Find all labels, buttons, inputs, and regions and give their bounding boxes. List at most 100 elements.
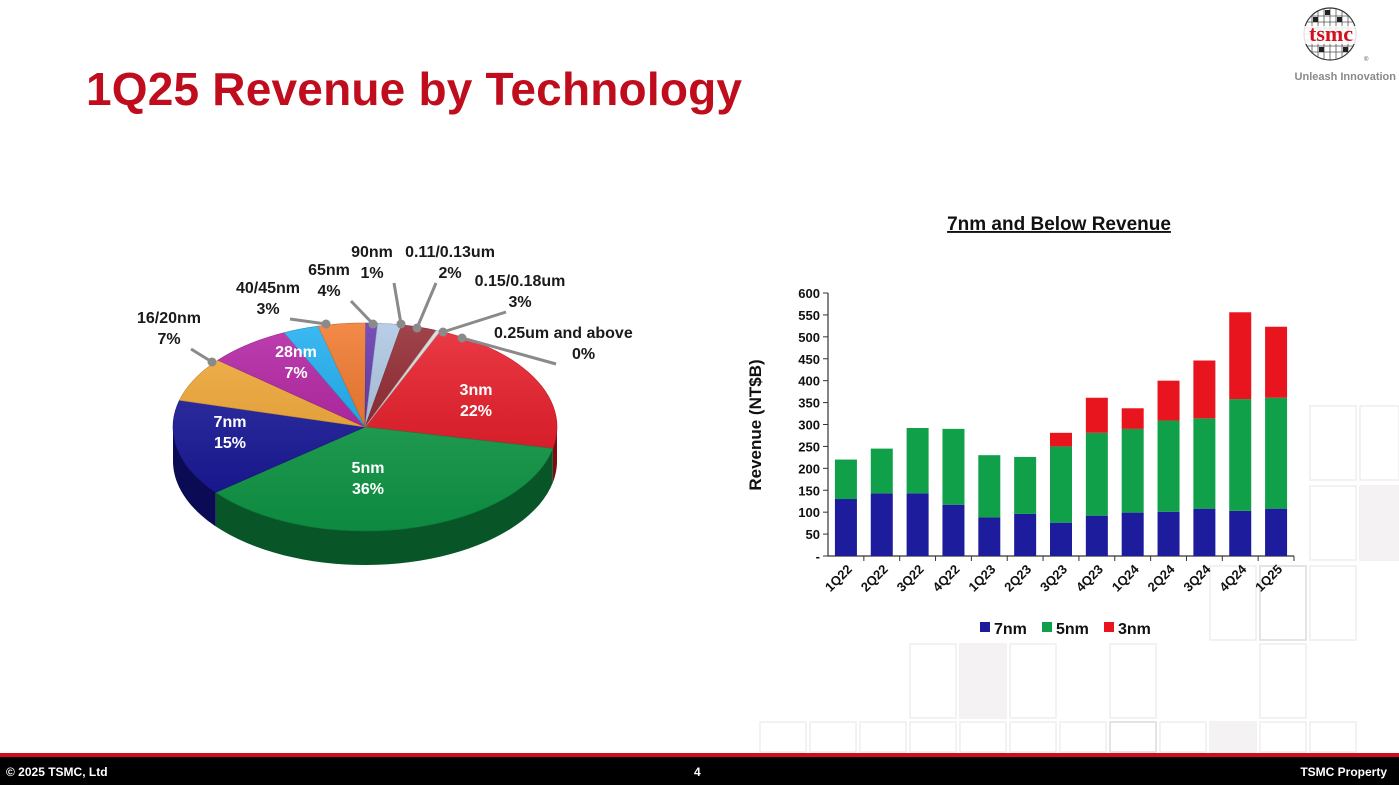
y-tick-label: 200 <box>798 461 820 476</box>
logo-wordmark: tsmc <box>1309 21 1353 46</box>
bar-5nm-4q22 <box>942 428 965 505</box>
bar-7nm-3q22 <box>906 493 929 556</box>
pie-gloss <box>173 323 557 531</box>
pie-label-16-20nm: 16/20nm 7% <box>137 310 217 367</box>
pie-label-40-45nm: 40/45nm 3% <box>236 280 331 329</box>
bar-3nm-1q24 <box>1121 408 1144 429</box>
svg-text:4%: 4% <box>317 283 340 300</box>
pie-label-90nm: 90nm 1% <box>351 244 406 329</box>
bar-7nm-3q24 <box>1193 508 1216 556</box>
svg-text:0.11/0.13um: 0.11/0.13um <box>405 244 495 261</box>
bar-3nm-4q23 <box>1085 397 1108 433</box>
svg-text:0.15/0.18um: 0.15/0.18um <box>475 273 566 290</box>
x-tick-label: 4Q24 <box>1216 561 1250 595</box>
svg-text:3%: 3% <box>256 301 279 318</box>
y-tick-label: 600 <box>798 286 820 301</box>
tsmc-wafer-logo-icon: tsmc ® <box>1292 7 1370 63</box>
pie-side-7nm <box>173 427 216 527</box>
footer-bar: © 2025 TSMC, Ltd 4 TSMC Property <box>0 757 1399 785</box>
bar-7nm-4q23 <box>1085 515 1108 556</box>
svg-text:7nm: 7nm <box>994 621 1027 638</box>
y-tick-label: - <box>816 549 820 564</box>
technology-pie-chart: 3nm22%5nm36%7nm15%16/20nm7%28nm7%40/45nm… <box>137 244 633 565</box>
bar-7nm-3q23 <box>1050 522 1072 556</box>
slide-title: 1Q25 Revenue by Technology <box>86 63 743 115</box>
pie-side-3nm <box>552 427 557 483</box>
bar-3nm-2q24 <box>1157 380 1180 421</box>
bar-7nm-2q23 <box>1014 513 1037 556</box>
bar-3nm-1q25 <box>1265 326 1288 398</box>
bar-5nm-3q23 <box>1050 446 1072 523</box>
svg-text:15%: 15% <box>214 435 246 452</box>
y-tick-label: 150 <box>798 483 820 498</box>
svg-text:5nm: 5nm <box>1056 621 1089 638</box>
bar-7nm-2q24 <box>1157 511 1180 556</box>
y-tick-label: 250 <box>798 439 820 454</box>
y-tick-label: 550 <box>798 308 820 323</box>
pie-label-0-25um-and-above: 0.25um and above 0% <box>457 325 633 366</box>
bar-7nm-4q24 <box>1229 510 1252 556</box>
svg-text:40/45nm: 40/45nm <box>236 280 300 297</box>
x-tick-label: 2Q23 <box>1001 562 1034 595</box>
bar-5nm-1q22 <box>834 459 857 500</box>
x-tick-label: 4Q22 <box>929 562 962 595</box>
bar-5nm-3q22 <box>906 428 929 494</box>
pie-side-5nm <box>215 448 553 565</box>
x-tick-label: 1Q25 <box>1252 562 1285 595</box>
svg-text:7nm: 7nm <box>214 414 247 431</box>
bar-5nm-3q24 <box>1193 418 1216 509</box>
y-tick-label: 300 <box>798 418 820 433</box>
svg-text:®: ® <box>1364 56 1369 63</box>
footer-copyright: © 2025 TSMC, Ltd <box>6 765 108 779</box>
pie-label-65nm: 65nm 4% <box>308 262 378 329</box>
footer-divider <box>0 753 1399 757</box>
x-tick-label: 1Q23 <box>965 562 998 595</box>
bar-3nm-3q23 <box>1050 432 1072 447</box>
bar-5nm-2q23 <box>1014 456 1037 514</box>
bar-7nm-1q23 <box>978 517 1001 556</box>
svg-text:1%: 1% <box>360 265 383 282</box>
bar-7nm-2q22 <box>870 493 893 556</box>
y-tick-label: 350 <box>798 396 820 411</box>
y-axis-label: Revenue (NT$B) <box>746 359 765 490</box>
bar-5nm-4q23 <box>1085 432 1108 516</box>
x-tick-label: 2Q22 <box>858 562 891 595</box>
svg-text:2%: 2% <box>438 265 461 282</box>
bar-7nm-1q22 <box>834 499 857 556</box>
page-number: 4 <box>694 765 701 779</box>
bar-3nm-3q24 <box>1193 360 1216 419</box>
svg-text:3%: 3% <box>508 294 531 311</box>
svg-text:7%: 7% <box>284 365 307 382</box>
bar-3nm-4q24 <box>1229 312 1252 400</box>
pie-label-0-11-0-13um: 0.11/0.13um 2% <box>405 244 495 333</box>
x-tick-label: 1Q22 <box>822 562 855 595</box>
x-tick-label: 3Q22 <box>894 562 927 595</box>
y-tick-label: 100 <box>798 505 820 520</box>
logo-tagline: Unleash Innovation <box>1294 71 1396 83</box>
bar-5nm-1q25 <box>1265 397 1288 509</box>
svg-text:3nm: 3nm <box>460 382 493 399</box>
bar-5nm-2q22 <box>870 448 893 494</box>
y-tick-label: 500 <box>798 330 820 345</box>
svg-text:90nm: 90nm <box>351 244 393 261</box>
x-tick-label: 4Q23 <box>1073 562 1106 595</box>
legend-item-7nm: 7nm <box>980 621 1027 638</box>
bar-7nm-1q25 <box>1265 508 1288 556</box>
svg-text:0%: 0% <box>572 346 595 363</box>
bar-5nm-2q24 <box>1157 420 1180 512</box>
y-tick-label: 400 <box>798 374 820 389</box>
x-tick-label: 1Q24 <box>1109 561 1143 595</box>
bar-7nm-4q22 <box>942 504 965 556</box>
x-tick-label: 2Q24 <box>1145 561 1179 595</box>
svg-text:0.25um and above: 0.25um and above <box>494 325 633 342</box>
svg-text:36%: 36% <box>352 481 384 498</box>
pie-label-0-15-0-18um: 0.15/0.18um 3% <box>438 273 566 337</box>
svg-text:3nm: 3nm <box>1118 621 1151 638</box>
svg-text:16/20nm: 16/20nm <box>137 310 201 327</box>
svg-text:65nm: 65nm <box>308 262 350 279</box>
y-tick-label: 50 <box>806 527 820 542</box>
